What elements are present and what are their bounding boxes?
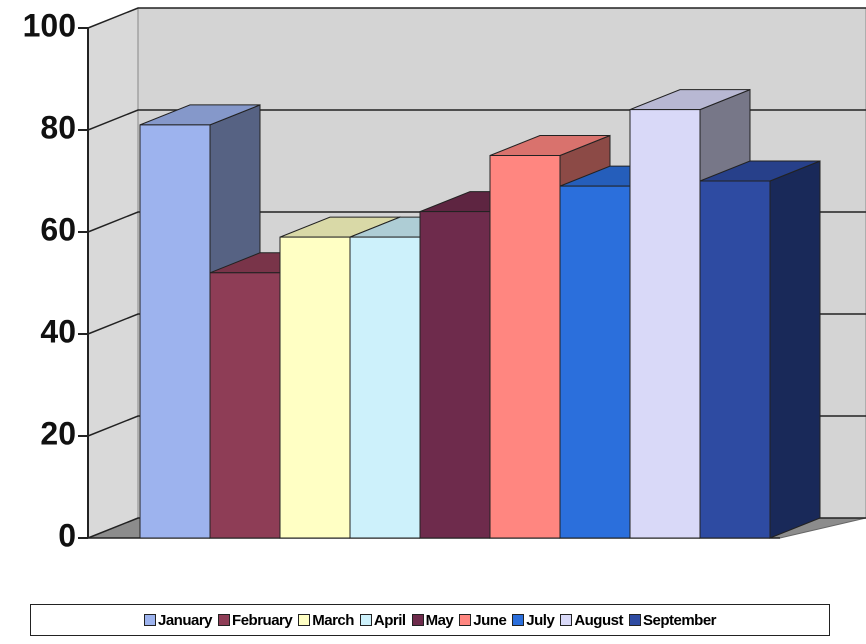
legend-swatch [359, 614, 372, 626]
legend-swatch [560, 614, 573, 626]
bar [279, 236, 351, 539]
legend-swatch [143, 614, 156, 626]
bar-side [769, 160, 821, 539]
bar [419, 211, 491, 539]
legend-label: July [526, 611, 555, 629]
legend-swatch [628, 614, 641, 626]
y-tick-label: 0 [58, 517, 76, 553]
legend-item: July [512, 611, 555, 629]
legend-item: September [628, 611, 717, 629]
legend-item: March [298, 612, 354, 629]
grid-line [87, 7, 866, 29]
y-tick-label: 40 [40, 313, 76, 349]
bar [559, 185, 631, 539]
legend-swatch [459, 614, 472, 626]
legend-label: May [425, 611, 454, 629]
legend-item: January [143, 611, 213, 629]
legend-swatch [411, 614, 424, 626]
grid-line [87, 109, 866, 131]
legend-item: August [560, 612, 623, 629]
legend-item: April [359, 611, 406, 629]
legend-swatch [218, 614, 231, 626]
legend-label: September [642, 611, 717, 629]
y-tick-label: 80 [40, 109, 76, 145]
legend-item: June [459, 611, 507, 629]
legend-label: June [473, 611, 507, 629]
legend-label: April [373, 611, 406, 629]
legend-label: February [232, 611, 293, 629]
y-tick-label: 60 [40, 211, 76, 247]
y-tick-label: 20 [40, 415, 76, 451]
bar [139, 124, 211, 539]
y-tick-label: 100 [23, 7, 76, 43]
legend: January February March April May June July Augu… [30, 604, 830, 636]
legend-swatch [298, 614, 311, 626]
side-wall [87, 7, 139, 539]
legend-item: May [411, 611, 454, 629]
bar [349, 236, 421, 539]
bar [629, 109, 701, 539]
bar [699, 180, 771, 539]
legend-label: March [312, 611, 354, 629]
legend-swatch [512, 614, 525, 626]
legend-label: January [157, 611, 213, 629]
chart: 0 20 40 60 80 100 [23, 7, 866, 553]
legend-item: February [218, 611, 293, 629]
bar [489, 155, 561, 539]
legend-label: August [574, 611, 623, 629]
bar [209, 272, 281, 539]
